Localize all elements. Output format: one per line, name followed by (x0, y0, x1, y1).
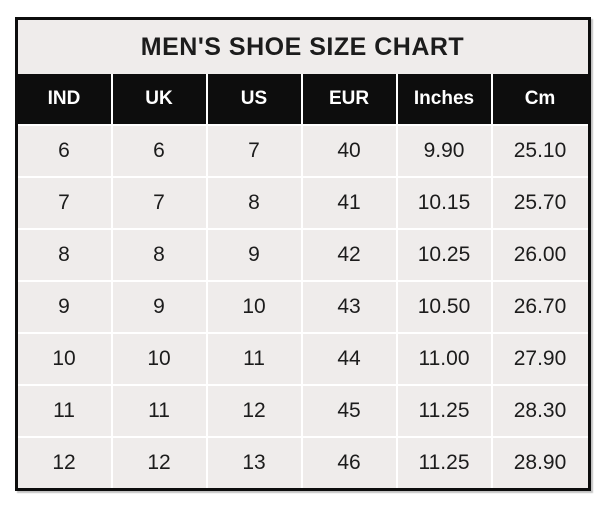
table-cell: 10.50 (397, 282, 493, 334)
table-cell: 10.25 (397, 230, 493, 282)
table-cell: 10 (112, 334, 208, 386)
table-cell: 28.30 (492, 386, 588, 438)
table-cell: 28.90 (492, 438, 588, 488)
table-cell: 41 (302, 178, 398, 230)
table-cell: 11 (112, 386, 208, 438)
table-cell: 12 (207, 386, 303, 438)
table-cell: 10 (17, 334, 113, 386)
table-cell: 7 (17, 178, 113, 230)
column-header-us: US (207, 74, 303, 126)
table-cell: 11.00 (397, 334, 493, 386)
table-cell: 25.70 (492, 178, 588, 230)
table-cell: 46 (302, 438, 398, 488)
table-row: 7 7 8 41 10.15 25.70 (17, 178, 588, 230)
table-row: 8 8 9 42 10.25 26.00 (17, 230, 588, 282)
table-cell: 12 (112, 438, 208, 488)
table-cell: 40 (302, 126, 398, 178)
column-header-ind: IND (17, 74, 113, 126)
table-cell: 9 (207, 230, 303, 282)
table-cell: 45 (302, 386, 398, 438)
table-cell: 9.90 (397, 126, 493, 178)
table-cell: 43 (302, 282, 398, 334)
table-row: 6 6 7 40 9.90 25.10 (17, 126, 588, 178)
column-header-cm: Cm (492, 74, 588, 126)
table-cell: 10 (207, 282, 303, 334)
shoe-size-chart: MEN'S SHOE SIZE CHART IND UK US EUR Inches Cm… (14, 17, 591, 491)
table-cell: 10.15 (397, 178, 493, 230)
table-cell: 9 (112, 282, 208, 334)
column-header-inches: Inches (397, 74, 493, 126)
header-row: IND UK US EUR Inches Cm (17, 74, 588, 126)
table-cell: 8 (207, 178, 303, 230)
size-table: IND UK US EUR Inches Cm 6 6 7 40 9.90 25.10 7 7 8 41 10… (17, 74, 588, 488)
chart-title: MEN'S SHOE SIZE CHART (17, 20, 588, 74)
table-cell: 8 (17, 230, 113, 282)
table-cell: 27.90 (492, 334, 588, 386)
table-cell: 11.25 (397, 386, 493, 438)
table-cell: 26.70 (492, 282, 588, 334)
table-cell: 25.10 (492, 126, 588, 178)
table-cell: 13 (207, 438, 303, 488)
table-row: 9 9 10 43 10.50 26.70 (17, 282, 588, 334)
column-header-uk: UK (112, 74, 208, 126)
table-cell: 12 (17, 438, 113, 488)
table-cell: 44 (302, 334, 398, 386)
column-header-eur: EUR (302, 74, 398, 126)
table-cell: 7 (207, 126, 303, 178)
table-row: 11 11 12 45 11.25 28.30 (17, 386, 588, 438)
table-cell: 6 (112, 126, 208, 178)
table-cell: 8 (112, 230, 208, 282)
table-cell: 9 (17, 282, 113, 334)
table-cell: 42 (302, 230, 398, 282)
table-cell: 7 (112, 178, 208, 230)
table-cell: 11 (17, 386, 113, 438)
size-table-header: IND UK US EUR Inches Cm (17, 74, 588, 126)
table-cell: 11 (207, 334, 303, 386)
table-row: 10 10 11 44 11.00 27.90 (17, 334, 588, 386)
table-row: 12 12 13 46 11.25 28.90 (17, 438, 588, 488)
table-cell: 11.25 (397, 438, 493, 488)
table-cell: 6 (17, 126, 113, 178)
table-cell: 26.00 (492, 230, 588, 282)
size-table-body: 6 6 7 40 9.90 25.10 7 7 8 41 10.15 25.70 8 8 9 42 10.25 2… (17, 126, 588, 488)
